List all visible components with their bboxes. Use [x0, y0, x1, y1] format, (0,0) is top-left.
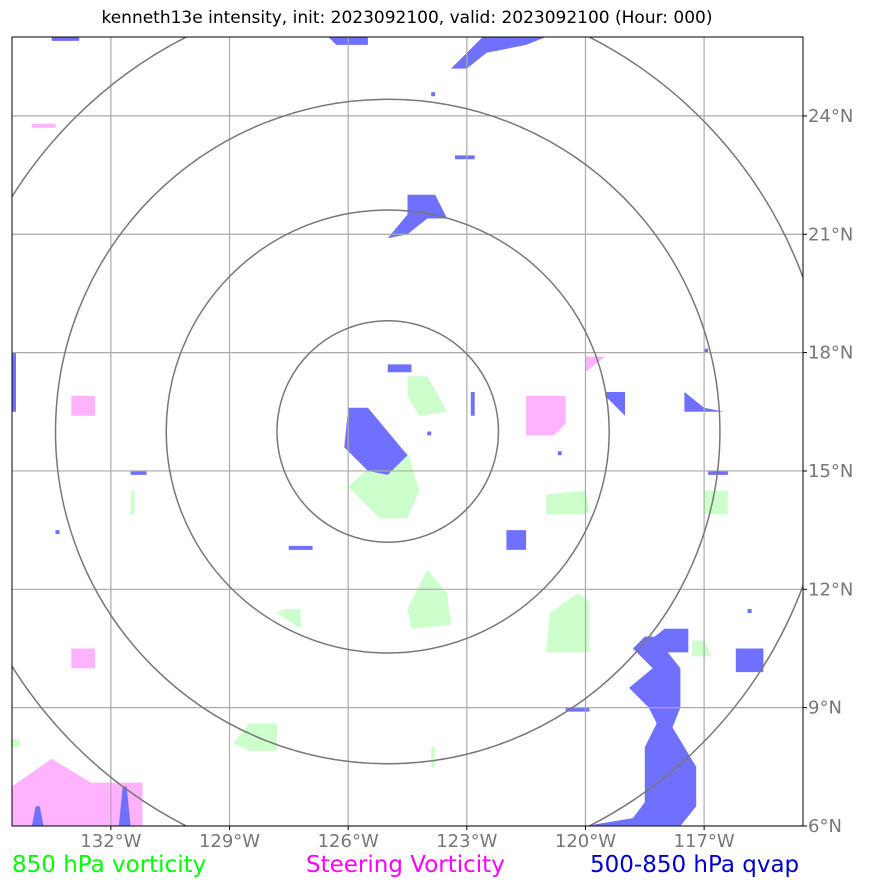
range-ring	[165, 209, 610, 654]
qvap-area	[427, 431, 432, 436]
range-ring	[276, 320, 500, 543]
qvap-area	[455, 155, 475, 160]
qvap-area	[31, 806, 44, 826]
graticule	[12, 37, 803, 826]
lat-tick-label: 24°N	[808, 106, 853, 127]
qvap-area	[735, 648, 764, 673]
vorticity-850-area	[704, 490, 728, 515]
lat-tick-label: 12°N	[808, 579, 853, 600]
qvap-area	[55, 530, 60, 535]
lon-tick-label: 129°W	[199, 831, 260, 852]
vorticity-850-area	[233, 723, 277, 751]
vorticity-850-area	[407, 569, 451, 629]
vorticity-850-area	[12, 739, 20, 748]
vorticity-850-area	[277, 609, 301, 629]
steering-vorticity-area	[585, 356, 606, 373]
qvap-area	[747, 609, 752, 613]
steering-vorticity-area	[31, 123, 56, 128]
qvap-area	[118, 786, 131, 826]
qvap-area	[470, 392, 475, 416]
lat-tick-label: 9°N	[808, 698, 842, 719]
qvap-area	[130, 470, 147, 475]
lon-tick-label: 132°W	[80, 831, 141, 852]
legend-850-vorticity: 850 hPa vorticity	[12, 852, 207, 878]
qvap-area	[344, 407, 408, 475]
vorticity-850-area	[545, 593, 590, 653]
map-title: kenneth13e intensity, init: 2023092100, …	[101, 8, 713, 28]
lat-tick-label: 15°N	[808, 461, 853, 482]
steering-vorticity-area	[71, 648, 96, 669]
steering-vorticity-area	[12, 758, 143, 826]
qvap-area	[704, 348, 709, 353]
legend-steering-vorticity: Steering Vorticity	[306, 852, 505, 878]
lon-tick-label: 117°W	[674, 831, 735, 852]
axis-ticks: 132°W 129°W 126°W 123°W 120°W 117°W 24°N 21°N 18…	[80, 106, 853, 852]
legend-qvap: 500-850 hPa qvap	[590, 852, 800, 878]
lon-tick-label: 126°W	[318, 831, 379, 852]
vorticity-850-area	[545, 490, 590, 515]
range-rings	[12, 37, 803, 826]
lon-tick-label: 120°W	[555, 831, 616, 852]
qvap-area	[288, 545, 313, 550]
vorticity-850-area	[431, 747, 436, 767]
shaded-fields	[12, 37, 764, 826]
steering-vorticity-area	[71, 396, 96, 416]
qvap-area	[387, 194, 448, 239]
qvap-area	[585, 636, 697, 826]
steering-vorticity-area	[526, 396, 566, 436]
qvap-area	[605, 392, 625, 416]
qvap-area	[51, 37, 80, 41]
qvap-area	[506, 530, 527, 550]
vorticity-850-area	[130, 490, 135, 515]
lat-tick-label: 18°N	[808, 343, 853, 364]
qvap-area	[557, 451, 562, 456]
lon-tick-label: 123°W	[436, 831, 497, 852]
qvap-area	[387, 364, 412, 373]
lat-tick-label: 6°N	[808, 816, 842, 837]
vorticity-850-area	[407, 376, 448, 416]
qvap-area	[684, 392, 724, 412]
vorticity-850-area	[692, 640, 712, 657]
qvap-area	[431, 92, 436, 97]
range-ring	[12, 37, 803, 826]
qvap-area	[12, 352, 16, 412]
lat-tick-label: 21°N	[808, 224, 853, 245]
qvap-area	[451, 37, 546, 69]
range-ring	[54, 98, 721, 765]
vorticity-850-area	[348, 451, 420, 519]
map-frame	[11, 36, 804, 827]
